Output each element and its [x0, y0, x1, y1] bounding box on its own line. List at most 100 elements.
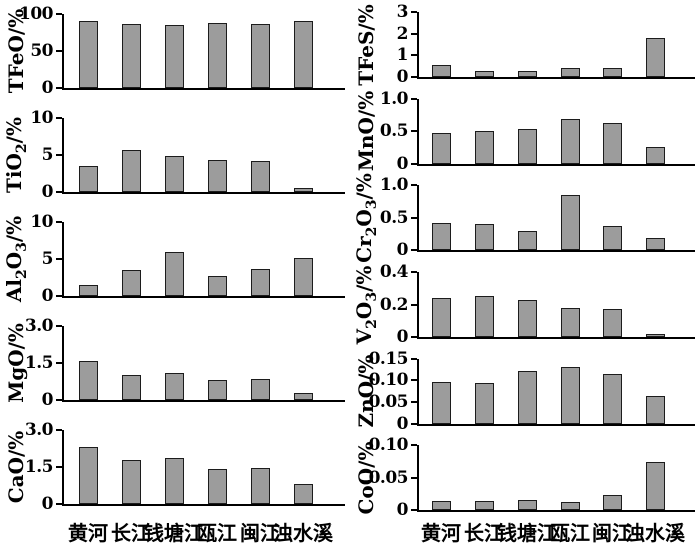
y-tick-label: 0.2: [379, 294, 409, 315]
x-axis: [62, 88, 345, 90]
bar-vo-c2: [517, 299, 537, 337]
y-axis: [62, 326, 64, 400]
y-tick-label: 0: [396, 413, 409, 434]
bar-zno-c4: [602, 374, 622, 424]
y-tick-mark: [411, 400, 417, 403]
y-tick-mark: [411, 11, 417, 13]
category-label-2: 钱塘江: [497, 521, 557, 545]
bar-coo-c2: [517, 499, 537, 511]
category-label-3: 瓯江: [197, 521, 237, 545]
category-label-3: 瓯江: [550, 521, 590, 545]
chart-panel-zno: ZnO/% 0 0.05 0.10 0.15: [350, 347, 700, 434]
bar-coo-c3: [560, 501, 580, 511]
bar-cao-c3: [207, 469, 227, 504]
bar-coo-c4: [602, 495, 622, 511]
chart-panel-alo: Al2O3/% 0 5 10: [0, 208, 350, 312]
y-tick-mark: [411, 336, 417, 338]
y-tick-mark: [56, 503, 62, 505]
y-tick-label: 0: [396, 240, 409, 261]
y-tick-mark: [411, 216, 417, 219]
y-tick-label: 5: [41, 249, 54, 269]
category-label-4: 闽江: [240, 521, 280, 545]
y-tick-mark: [56, 399, 62, 401]
bar-mno-c3: [560, 119, 580, 164]
chart-panel-vo: V2O3/% 0 0.2 0.4: [350, 260, 700, 347]
bar-tfes-c3: [560, 68, 580, 77]
y-tick-label: 0.10: [368, 435, 409, 456]
x-axis-labels-right: 黄河 长江 钱塘江 瓯江 闽江 浊水溪: [350, 520, 700, 548]
y-tick-label: 0.15: [368, 348, 409, 369]
y-axis: [62, 14, 64, 88]
y-tick-mark: [56, 154, 62, 156]
y-tick-mark: [56, 87, 62, 89]
bar-mno-c5: [645, 147, 665, 164]
y-tick-label: 0.10: [368, 370, 409, 391]
bar-tfeo-c0: [78, 21, 98, 88]
bar-mgo-c3: [207, 380, 227, 400]
y-tick-label: 3.0: [24, 420, 54, 440]
y-tick-label: 0: [41, 78, 54, 98]
bar-mno-c0: [431, 133, 451, 164]
bar-zno-c3: [560, 366, 580, 424]
y-tick-mark: [411, 76, 417, 78]
bar-tfes-c4: [602, 68, 622, 77]
y-tick-label: 1.5: [24, 457, 54, 477]
y-tick-label: 0: [396, 67, 409, 87]
y-axis: [62, 118, 64, 192]
bar-cro-c4: [602, 226, 622, 251]
chart-panel-cao: CaO/% 0 1.5 3.0: [0, 416, 350, 520]
bar-cao-c4: [250, 468, 270, 504]
bar-zno-c2: [517, 370, 537, 424]
bar-cao-c2: [164, 458, 184, 504]
left-chart-column: TFeO/% 0 50 100 TiO2/% 0 5 10 Al2O3/% 0 5 10 MgO/% 0 1…: [0, 0, 350, 520]
bar-tio-c1: [121, 149, 141, 192]
y-axis: [417, 185, 419, 251]
y-tick-mark: [411, 379, 417, 382]
chart-panel-tfeo: TFeO/% 0 50 100: [0, 0, 350, 104]
y-tick-mark: [411, 509, 417, 512]
y-tick-mark: [56, 221, 62, 223]
y-tick-mark: [411, 271, 417, 273]
bar-mgo-c5: [293, 392, 313, 400]
bar-tfes-c1: [474, 70, 494, 77]
y-tick-label: 0.4: [379, 262, 409, 282]
y-tick-mark: [56, 117, 62, 119]
y-tick-mark: [56, 362, 62, 364]
y-tick-mark: [56, 258, 62, 260]
y-tick-mark: [411, 303, 417, 306]
bar-alo-c3: [207, 276, 227, 296]
y-axis: [62, 222, 64, 296]
category-label-1: 长江: [111, 521, 151, 545]
bar-coo-c0: [431, 500, 451, 511]
y-tick-label: 0.5: [379, 121, 409, 142]
bar-alo-c1: [121, 270, 141, 296]
y-tick-label: 0.05: [368, 391, 409, 412]
y-tick-label: 2: [396, 23, 409, 44]
category-label-5: 浊水溪: [273, 521, 333, 545]
bar-vo-c0: [431, 298, 451, 337]
bar-tfeo-c1: [121, 24, 141, 88]
category-label-2: 钱塘江: [144, 521, 204, 545]
chart-panel-mno: MnO/% 0 0.5 1.0: [350, 87, 700, 174]
y-tick-mark: [411, 444, 417, 447]
bar-tfes-c2: [517, 70, 537, 77]
x-axis: [62, 504, 345, 506]
x-axis: [417, 337, 695, 339]
y-axis: [417, 358, 419, 424]
bar-tfes-c0: [431, 65, 451, 77]
y-tick-mark: [411, 249, 417, 252]
bar-zno-c5: [645, 396, 665, 424]
y-tick-mark: [411, 32, 417, 35]
y-tick-label: 3.0: [24, 316, 54, 336]
y-axis: [417, 98, 419, 164]
bar-zno-c1: [474, 382, 494, 424]
y-tick-label: 10: [30, 212, 53, 232]
x-axis: [62, 400, 345, 402]
category-label-0: 黄河: [421, 521, 461, 545]
y-tick-mark: [56, 50, 62, 52]
bar-vo-c5: [645, 333, 665, 337]
bar-cro-c2: [517, 231, 537, 251]
y-tick-label: 0.5: [379, 207, 409, 228]
y-tick-mark: [56, 191, 62, 193]
x-axis-labels-left: 黄河 长江 钱塘江 瓯江 闽江 浊水溪: [0, 520, 350, 548]
